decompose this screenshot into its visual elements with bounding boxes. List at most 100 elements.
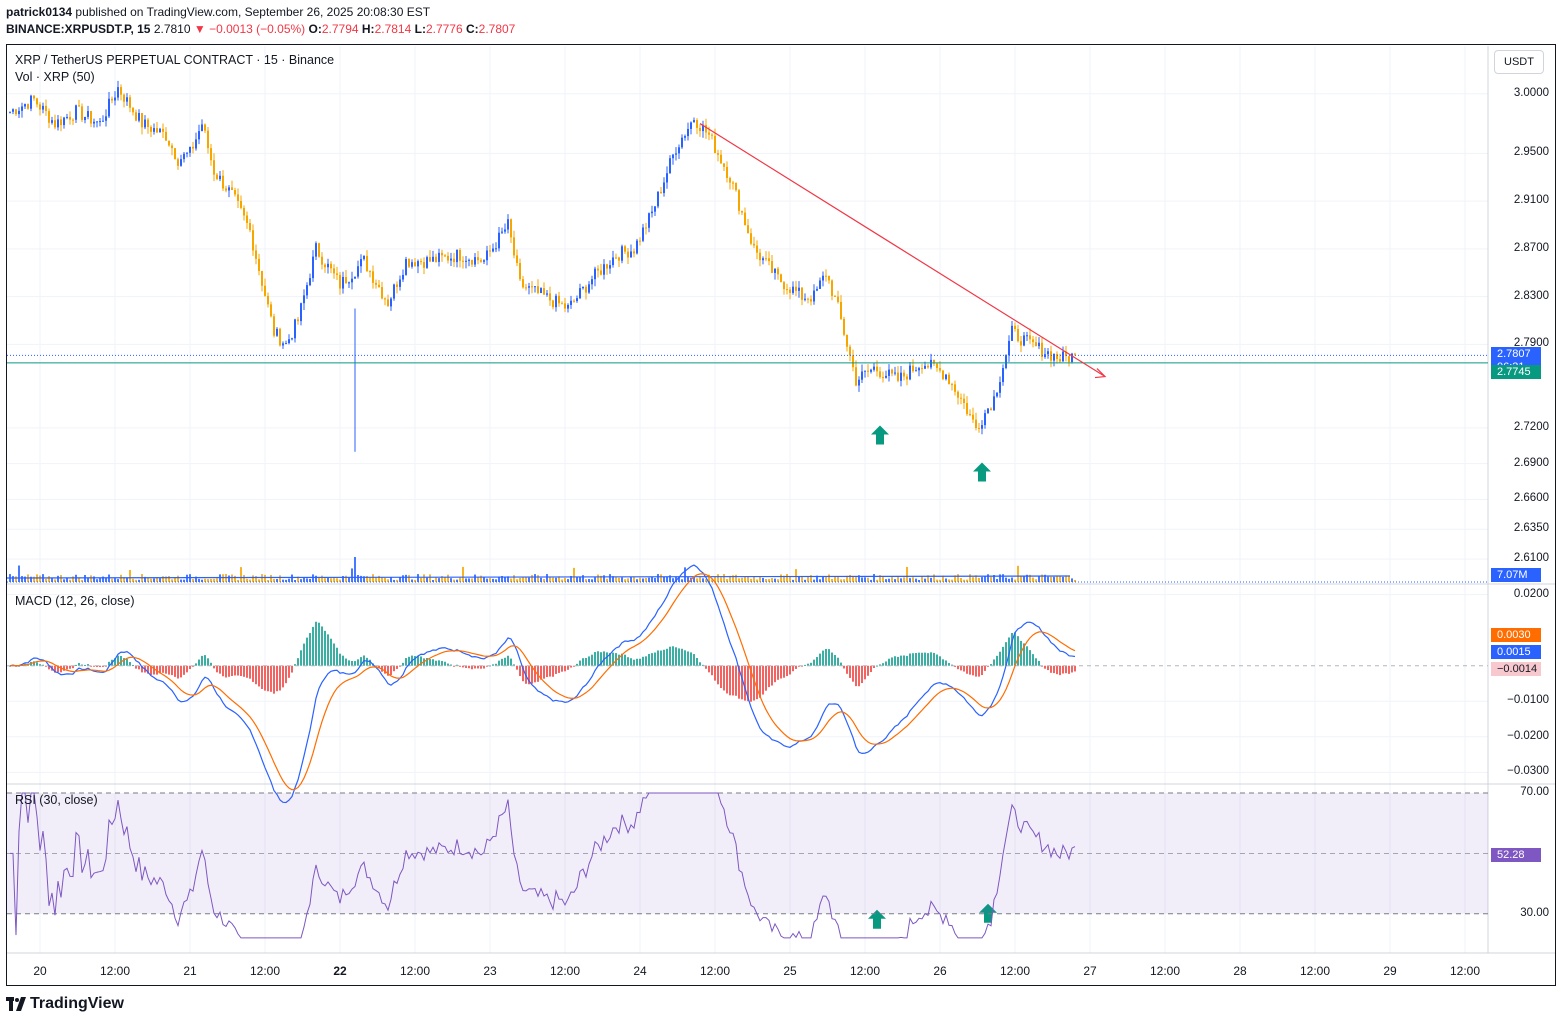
currency-button[interactable]: USDT — [1494, 50, 1544, 74]
time-tick-label: 23 — [483, 964, 497, 978]
volume-bar — [963, 579, 965, 582]
volume-bar — [651, 576, 653, 582]
candle-body — [522, 279, 524, 288]
macd-hist-bar — [75, 664, 77, 666]
volume-bar — [759, 576, 761, 582]
candle-body — [537, 286, 539, 293]
volume-bar — [1062, 576, 1064, 582]
macd-hist-bar — [339, 653, 341, 666]
volume-legend[interactable]: Vol · XRP (50) — [15, 70, 95, 84]
macd-hist-bar — [888, 658, 890, 666]
volume-bar — [237, 579, 239, 582]
rsi-tick-label: 30.00 — [1520, 906, 1549, 919]
volume-bar — [573, 567, 575, 582]
time-tick-label: 12:00 — [399, 964, 431, 978]
candle-body — [894, 372, 896, 374]
candle-body — [336, 273, 338, 275]
macd-hist-bar — [1065, 665, 1067, 674]
candle-body — [252, 230, 254, 251]
macd-hist-bar — [906, 655, 908, 666]
candle-body — [330, 263, 332, 269]
candle-body — [951, 384, 953, 386]
volume-bar — [240, 567, 242, 582]
macd-hist-bar — [330, 638, 332, 666]
candle-body — [36, 98, 38, 105]
candle-body — [513, 237, 515, 256]
volume-bar — [1026, 574, 1028, 582]
candle-body — [306, 285, 308, 296]
macd-hist-bar — [396, 665, 398, 669]
macd-hist-bar — [762, 665, 764, 695]
rsi-tag: 52.28 — [1491, 848, 1541, 862]
volume-bar — [585, 579, 587, 582]
volume-bar — [21, 576, 23, 582]
macd-hist-bar — [519, 665, 521, 677]
macd-legend[interactable]: MACD (12, 26, close) — [15, 594, 135, 608]
volume-bar — [93, 576, 95, 582]
volume-bar — [786, 574, 788, 582]
macd-hist-bar — [657, 650, 659, 666]
macd-hist-bar — [765, 665, 767, 691]
candle-body — [348, 282, 350, 284]
volume-bar — [537, 575, 539, 582]
macd-hist-bar — [612, 652, 614, 666]
macd-hist-bar — [750, 665, 752, 702]
macd-hist-bar — [858, 665, 860, 687]
candle-body — [723, 163, 725, 167]
macd-hist-bar — [246, 665, 248, 678]
macd-hist-bar — [279, 665, 281, 691]
macd-hist-bar — [864, 665, 866, 680]
volume-bar — [129, 569, 131, 582]
volume-bar — [72, 576, 74, 582]
volume-bar — [723, 574, 725, 582]
volume-bar — [780, 574, 782, 582]
volume-bar — [858, 575, 860, 582]
volume-bar — [15, 576, 17, 582]
volume-bar — [864, 577, 866, 582]
volume-bar — [528, 577, 530, 582]
candle-body — [855, 367, 857, 386]
macd-tick-label: 0.0200 — [1513, 587, 1549, 600]
macd-hist-bar — [126, 659, 128, 666]
volume-bar — [543, 579, 545, 582]
candle-body — [501, 231, 503, 233]
macd-tick-label: −0.0200 — [1507, 729, 1549, 742]
macd-hist-bar — [264, 665, 266, 691]
close-label: C: — [465, 22, 479, 36]
candle-body — [825, 275, 827, 277]
macd-hist-bar — [927, 653, 929, 666]
volume-bar — [1071, 578, 1073, 582]
price-signal-arrow — [973, 462, 991, 482]
macd-hist-bar — [114, 658, 116, 666]
macd-hist-bar — [681, 648, 683, 666]
candle-body — [546, 293, 548, 295]
volume-bar — [246, 578, 248, 582]
volume-bar — [603, 575, 605, 582]
series-legend[interactable]: XRP / TetherUS PERPETUAL CONTRACT · 15 ·… — [15, 53, 335, 67]
macd-hist-bar — [1032, 654, 1034, 666]
macd-hist-bar — [645, 656, 647, 666]
close-value: 2.7807 — [478, 22, 516, 36]
volume-bar — [195, 576, 197, 582]
macd-hist-bar — [555, 665, 557, 674]
candle-body — [12, 109, 14, 112]
volume-bar — [657, 574, 659, 582]
macd-hist-bar — [822, 650, 824, 666]
macd-signal-tag: 0.0030 — [1491, 628, 1541, 642]
candle-body — [255, 250, 257, 259]
tradingview-logo[interactable]: TradingView — [6, 995, 124, 1013]
volume-bar — [426, 577, 428, 582]
candle-body — [648, 213, 650, 228]
macd-hist-bar — [237, 665, 239, 676]
macd-hist-bar — [810, 662, 812, 666]
candle-body — [768, 258, 770, 262]
open-label: O: — [308, 22, 322, 36]
candle-body — [282, 343, 284, 346]
author-name[interactable]: patrick0134 — [6, 5, 73, 19]
candle-body — [579, 288, 581, 299]
volume-bar — [987, 574, 989, 582]
macd-hist-bar — [345, 658, 347, 666]
rsi-legend[interactable]: RSI (30, close) — [15, 793, 98, 807]
macd-line-tag: 0.0015 — [1491, 645, 1541, 659]
